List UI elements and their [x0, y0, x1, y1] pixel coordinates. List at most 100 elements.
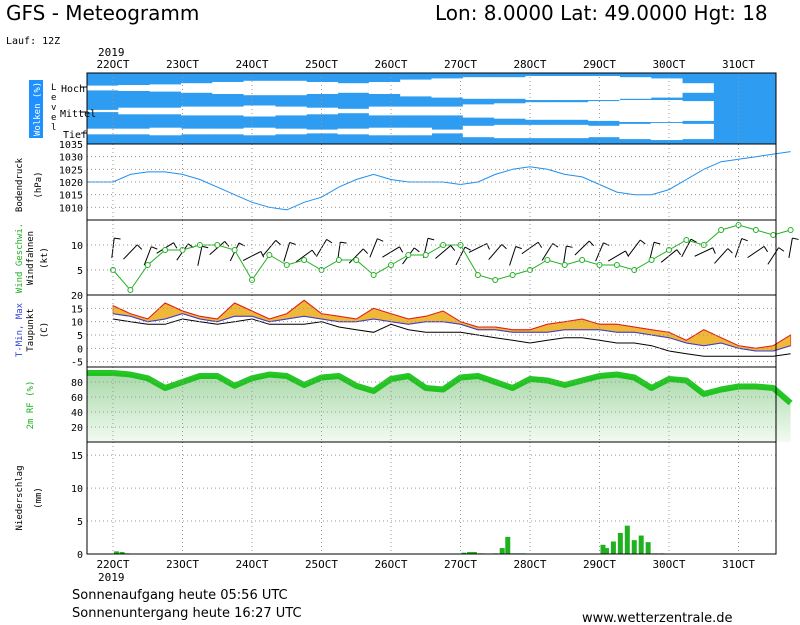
cloud-clear-mittel — [462, 104, 495, 118]
cloud-clear-tief — [118, 128, 151, 135]
precip-bar — [610, 541, 616, 554]
cloud-clear-hoch — [556, 76, 589, 100]
cloud-clear-hoch — [306, 82, 339, 94]
wind-barb-flag — [260, 251, 265, 258]
temp-min-line — [112, 313, 791, 352]
humidity-area — [87, 373, 791, 442]
cloud-level-label: Mittel — [60, 109, 96, 120]
cloud-clear-mittel — [431, 106, 464, 116]
wind-barb — [295, 249, 313, 263]
precip-bar — [631, 540, 637, 554]
cloud-clear-hoch — [462, 77, 495, 99]
day-label-top: 27OCT — [444, 58, 477, 71]
cloud-clear-tief — [243, 127, 276, 136]
wind-barb-flag — [275, 239, 281, 245]
wind-speed-point — [787, 227, 794, 233]
day-label-bottom: 30OCT — [652, 558, 685, 571]
cloud-clear-hoch — [588, 76, 620, 100]
humidity-tick-label: 80 — [71, 378, 83, 389]
day-label-bottom: 31OCT — [722, 558, 755, 571]
cloud-clear-tief — [588, 125, 620, 138]
pressure-tick-label: 1025 — [59, 165, 83, 176]
wind-speed-point — [283, 262, 290, 268]
wind-speed-point — [648, 257, 655, 263]
wind-barb-flag — [676, 249, 682, 256]
wind-barb — [747, 245, 765, 259]
precip-bar — [600, 544, 606, 554]
cloud-clear-tief — [525, 124, 558, 139]
wind-barb — [627, 239, 641, 257]
cloud-clear-hoch — [400, 79, 432, 97]
temp-tick-label: 10 — [71, 318, 83, 329]
temp-max-line — [112, 299, 791, 349]
wind-speed-point — [492, 277, 499, 283]
cloud-clear-mittel — [87, 109, 119, 113]
cloud-clear-mittel — [400, 106, 432, 116]
cloud-clear-mittel — [118, 107, 151, 115]
day-label-top: 22OCT — [96, 58, 129, 71]
wind-barb-flag — [427, 237, 435, 241]
wind-unit: (kt) — [40, 247, 50, 269]
cloud-clear-tief — [274, 128, 307, 135]
wind-speed-point — [752, 227, 759, 233]
wind-barb-flag — [712, 247, 716, 254]
wind-barb-flag — [566, 245, 573, 248]
wind-barb-flag — [151, 246, 158, 250]
precipitation-panel-bg — [87, 442, 776, 554]
pressure-tick-label: 1015 — [59, 191, 83, 202]
wind-barb-flag — [201, 245, 209, 249]
wind-barb — [681, 238, 692, 258]
wind-speed-point — [162, 247, 169, 253]
wind-ylabel2: Windfahnen — [26, 231, 36, 285]
wind-barb-flag — [653, 241, 661, 245]
temp-tick-label: 15 — [71, 304, 83, 315]
cloud-clear-hoch — [118, 85, 151, 91]
wind-speed-point — [301, 257, 308, 263]
wind-barb-flag — [690, 238, 697, 243]
day-label-top: 25OCT — [305, 58, 338, 71]
precip-bar — [645, 542, 651, 554]
day-label-bottom: 23OCT — [166, 558, 199, 571]
pressure-tick-label: 1020 — [59, 178, 83, 189]
cloud-clear-tief — [619, 123, 652, 140]
precip-bar — [467, 552, 473, 554]
humidity-tick-label: 60 — [71, 393, 83, 404]
cloud-clear-mittel — [494, 103, 526, 119]
cloud-clear-tief — [87, 128, 119, 135]
wind-speed-point — [144, 262, 151, 268]
location-info: Lon: 8.0000 Lat: 49.0000 Hgt: 18 — [435, 1, 768, 25]
cloud-clear-mittel — [619, 100, 652, 122]
cloud-clear-mittel — [556, 102, 589, 120]
wind-barb-flag — [501, 244, 507, 250]
day-label-bottom: 25OCT — [305, 558, 338, 571]
wind-barb-flag — [136, 244, 143, 250]
cloud-sublabel-letter: e — [51, 93, 56, 103]
sunset-text: Sonnenuntergang heute 16:27 UTC — [72, 606, 302, 621]
wind-speed-point — [474, 272, 481, 278]
wind-barb — [348, 248, 364, 264]
wind-barb-flag — [326, 238, 333, 244]
day-label-top: 28OCT — [513, 58, 546, 71]
cloud-sublabel-letter: l — [51, 123, 56, 133]
wind-speed-point — [266, 252, 273, 258]
precip-bar — [617, 532, 623, 554]
cloud-clear-tief — [556, 124, 589, 139]
wind-speed-point — [353, 257, 360, 263]
cloud-clear-hoch — [494, 77, 526, 99]
day-label-top: 31OCT — [722, 58, 755, 71]
humidity-line — [87, 370, 793, 406]
cloud-ylabel: Wolken (%) — [33, 82, 43, 136]
precip-bar — [603, 548, 609, 554]
precip-tick-label: 5 — [77, 517, 83, 528]
wind-speed-point — [370, 272, 377, 278]
cloud-clear-hoch — [87, 85, 119, 91]
cloud-clear-mittel — [243, 105, 276, 117]
precipitation-panel-frame — [86, 441, 777, 555]
wind-barb-flag — [340, 241, 347, 244]
wind-barb — [694, 247, 714, 257]
precip-bar — [624, 525, 630, 554]
run-label: Lauf: 12Z — [6, 36, 60, 47]
